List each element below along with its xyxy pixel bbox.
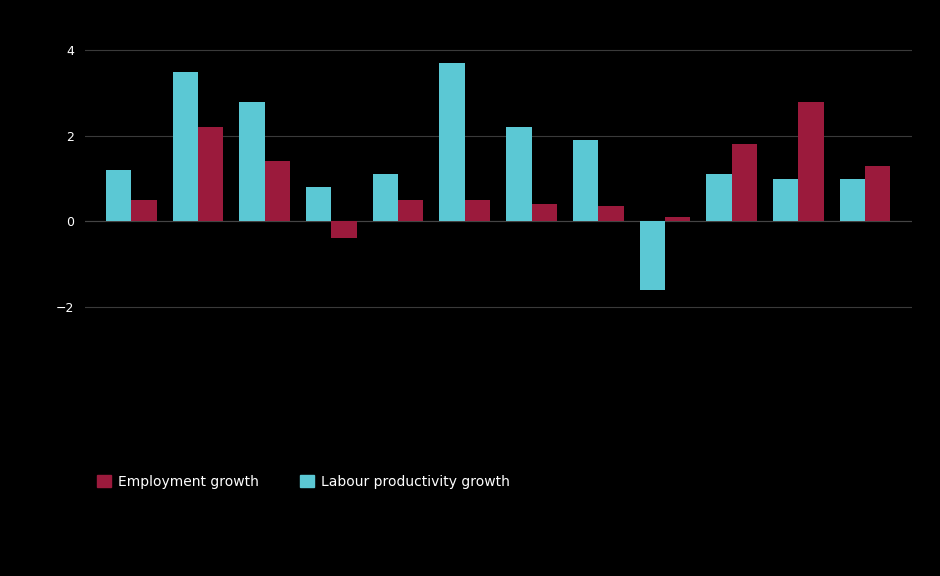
Bar bbox=[132, 200, 157, 221]
Bar bbox=[106, 170, 132, 221]
Bar bbox=[773, 179, 798, 221]
Bar bbox=[572, 140, 598, 221]
Bar bbox=[839, 179, 865, 221]
Bar bbox=[639, 221, 665, 290]
Legend: Employment growth, Labour productivity growth: Employment growth, Labour productivity g… bbox=[91, 469, 516, 494]
Bar bbox=[240, 101, 265, 221]
Bar bbox=[465, 200, 490, 221]
Bar bbox=[731, 145, 757, 221]
Bar bbox=[332, 221, 357, 238]
Bar bbox=[598, 206, 623, 221]
Bar bbox=[173, 71, 198, 221]
Bar bbox=[665, 217, 690, 221]
Bar bbox=[265, 161, 290, 221]
Bar bbox=[798, 101, 823, 221]
Bar bbox=[531, 204, 556, 221]
Bar bbox=[440, 63, 465, 221]
Bar bbox=[706, 175, 731, 221]
Bar bbox=[306, 187, 332, 221]
Bar bbox=[507, 127, 531, 221]
Bar bbox=[865, 166, 890, 221]
Bar bbox=[399, 200, 424, 221]
Bar bbox=[373, 175, 399, 221]
Bar bbox=[198, 127, 224, 221]
